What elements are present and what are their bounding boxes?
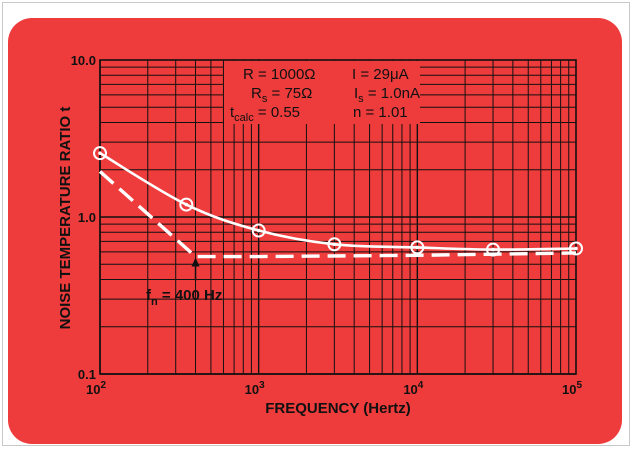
param-is: Is = 1.0nA — [354, 85, 420, 105]
param-r: R = 1000Ω — [243, 66, 316, 83]
parameter-box-background — [224, 61, 420, 124]
solid-series-point-center — [256, 228, 261, 233]
param-rs: Rs = 75Ω — [251, 85, 312, 105]
solid-series-point-center — [184, 202, 189, 207]
solid-series-point-center — [98, 151, 102, 155]
x-tick-label: 102 — [86, 380, 106, 397]
y-tick-label: 10.0 — [71, 53, 96, 68]
parameter-box: R = 1000Ω I = 29μA Rs = 75Ω Is = 1.0nA t… — [230, 66, 420, 124]
annotation-arrow-head — [191, 257, 200, 267]
param-n: n = 1.01 — [353, 104, 408, 121]
solid-series-point-center — [574, 246, 578, 251]
y-tick-labels: 0.1 1.0 10.0 — [71, 53, 96, 382]
grid — [99, 59, 577, 375]
annotation-fn-label: fn = 400 Hz — [146, 287, 222, 308]
x-tick-label: 104 — [403, 380, 423, 397]
solid-series-point — [93, 146, 107, 161]
x-tick-labels: 102 103 104 105 — [86, 380, 582, 397]
solid-series-point-center — [332, 242, 337, 247]
param-i: I = 29μA — [352, 66, 409, 83]
param-tcalc: tcalc = 0.55 — [230, 104, 300, 124]
solid-series-point — [179, 197, 194, 212]
fn-annotation: fn = 400 Hz — [146, 257, 222, 308]
dashed-series-line — [98, 170, 577, 259]
x-axis-label: FREQUENCY (Hertz) — [265, 400, 411, 417]
solid-series-point — [251, 223, 266, 238]
plot-border — [99, 59, 577, 375]
y-tick-label: 1.0 — [78, 210, 96, 225]
solid-series-point-center — [491, 247, 495, 252]
x-tick-label: 105 — [562, 380, 582, 397]
solid-series-point — [410, 240, 425, 255]
solid-series-point-center — [415, 245, 420, 250]
y-axis-label: NOISE TEMPERATURE RATIO t — [57, 107, 74, 330]
solid-series-point — [327, 237, 342, 252]
x-tick-label: 103 — [245, 380, 265, 397]
series — [93, 146, 583, 259]
y-tick-label: 0.1 — [78, 367, 96, 382]
